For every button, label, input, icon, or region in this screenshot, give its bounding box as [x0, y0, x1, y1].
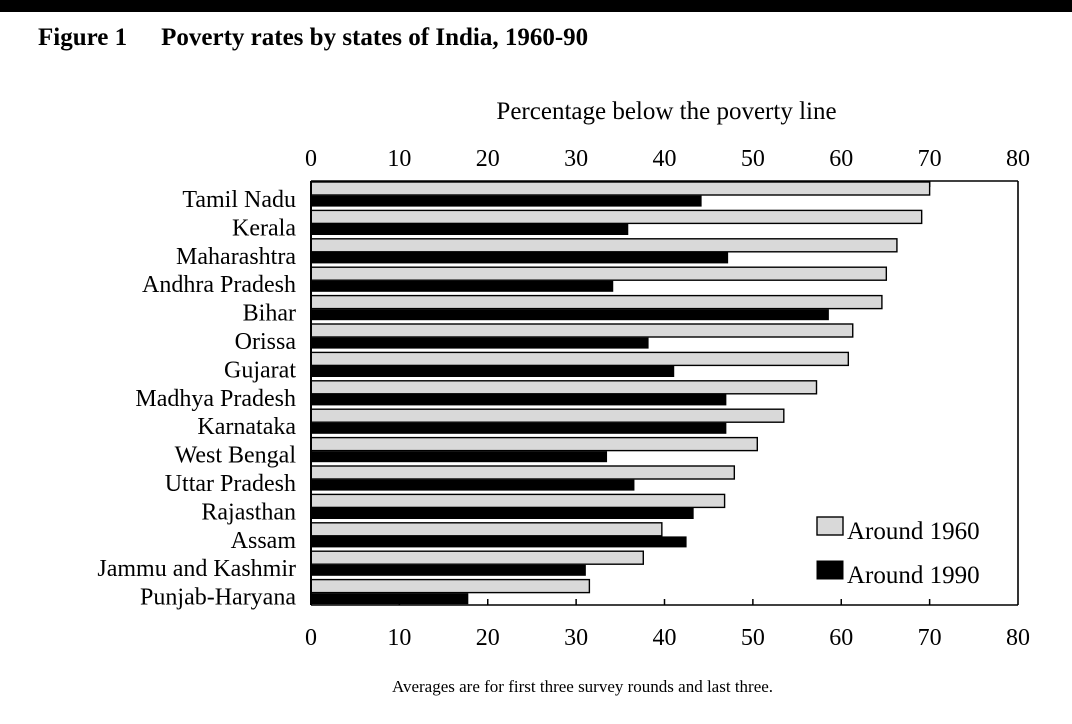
- x-tick-label-top: 60: [829, 146, 853, 172]
- legend-label-1990: Around 1990: [847, 562, 980, 589]
- category-label: Orissa: [235, 329, 297, 355]
- category-label: Assam: [231, 528, 297, 554]
- top-black-bar: [0, 0, 1072, 12]
- bar-1960: [310, 408, 785, 423]
- category-label: Punjab-Haryana: [140, 585, 296, 611]
- category-label: Madhya Pradesh: [135, 386, 296, 412]
- bar-1960: [310, 181, 931, 196]
- bar-1990: [311, 280, 614, 292]
- x-tick-label-bottom: 10: [387, 625, 411, 651]
- category-label: Kerala: [232, 215, 296, 241]
- bar-1990: [311, 508, 694, 519]
- bar-1990: [311, 252, 729, 264]
- category-label: Tamil Nadu: [182, 187, 296, 213]
- x-axis-title: Percentage below the poverty line: [496, 98, 836, 125]
- category-label: West Bengal: [175, 443, 297, 469]
- bar-1960: [310, 550, 644, 565]
- bar-1960: [310, 578, 591, 594]
- figure-number: Figure 1: [38, 24, 128, 51]
- legend-swatch-1990: [816, 560, 844, 580]
- figure-title-text: Poverty rates by states of India, 1960-9…: [161, 24, 589, 51]
- bar-1990: [311, 536, 687, 548]
- bar-1990: [311, 451, 608, 463]
- x-tick-label-bottom: 20: [476, 625, 500, 651]
- x-tick-label-bottom: 60: [829, 625, 853, 651]
- bar-1960: [310, 238, 898, 253]
- bar-1990: [311, 224, 629, 235]
- bar-1960: [310, 522, 663, 537]
- bar-1960: [310, 465, 736, 480]
- x-tick-label-top: 80: [1006, 146, 1030, 172]
- category-label: Andhra Pradesh: [142, 272, 296, 298]
- bar-1990: [311, 422, 727, 434]
- x-tick-label-bottom: 70: [918, 625, 942, 651]
- legend-label-1960: Around 1960: [847, 518, 980, 545]
- legend-swatch-1960: [816, 516, 844, 536]
- category-label: Karnataka: [197, 414, 296, 440]
- bar-1960: [310, 294, 883, 310]
- x-tick-label-top: 40: [653, 146, 677, 172]
- bar-1990: [311, 195, 702, 207]
- category-label: Uttar Pradesh: [165, 471, 296, 497]
- figure-caption: Averages are for first three survey roun…: [391, 677, 774, 696]
- category-label: Jammu and Kashmir: [97, 556, 296, 582]
- x-tick-label-top: 20: [476, 146, 500, 172]
- x-tick-label-top: 70: [918, 146, 942, 172]
- x-tick-label-top: 10: [387, 146, 411, 172]
- x-tick-label-bottom: 80: [1006, 625, 1030, 651]
- bar-1960: [310, 209, 923, 225]
- x-tick-label-top: 50: [741, 146, 765, 172]
- x-tick-label-bottom: 50: [741, 625, 765, 651]
- bar-1960: [310, 266, 888, 281]
- bar-1960: [310, 351, 850, 367]
- bar-1960: [310, 380, 818, 395]
- bar-1990: [311, 479, 635, 491]
- x-tick-label-bottom: 40: [653, 625, 677, 651]
- bar-1990: [311, 337, 649, 349]
- bar-1990: [311, 366, 675, 377]
- category-label: Rajasthan: [201, 499, 296, 525]
- bar-1990: [311, 564, 586, 576]
- bar-1990: [311, 309, 829, 321]
- bar-1990: [311, 593, 469, 605]
- bar-1960: [310, 323, 854, 338]
- x-tick-label-bottom: 30: [564, 625, 588, 651]
- bar-1960: [310, 493, 726, 509]
- category-label: Gujarat: [224, 357, 296, 383]
- x-tick-label-bottom: 0: [305, 625, 317, 651]
- bar-1960: [310, 436, 758, 452]
- bar-1990: [311, 394, 727, 406]
- figure-title: Figure 1 Poverty rates by states of India…: [38, 24, 588, 52]
- x-tick-label-top: 0: [305, 146, 317, 172]
- category-label: Bihar: [243, 301, 296, 327]
- x-tick-label-top: 30: [564, 146, 588, 172]
- category-label: Maharashtra: [176, 244, 296, 270]
